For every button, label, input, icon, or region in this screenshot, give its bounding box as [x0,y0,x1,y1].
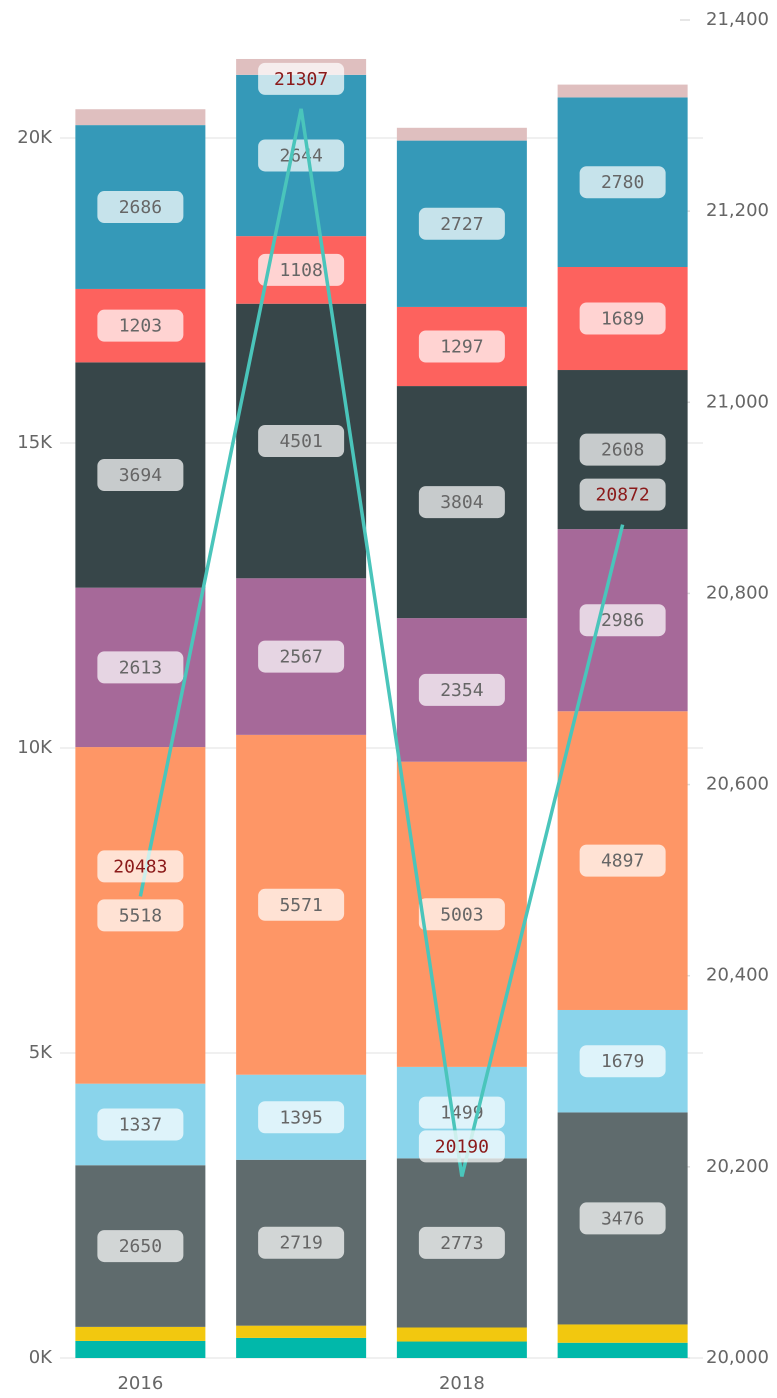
data-label-box [418,1096,505,1129]
y-tick-label: 5K [29,1042,53,1063]
data-label: 2780 [601,172,644,193]
y-tick-label: 0K [29,1347,53,1368]
bar-segment [75,1326,206,1341]
y2-tick-label: 21,400 [706,9,769,30]
data-label: 20483 [113,856,167,877]
data-label: 3476 [601,1208,644,1229]
data-label-box [418,1130,505,1163]
x-tick-label: 2016 [117,1373,163,1394]
data-label: 4501 [279,431,322,452]
data-label-box [258,424,345,457]
y-tick-label: 20K [17,127,53,148]
data-label-box [258,1226,345,1259]
bar-segment [557,1324,688,1343]
bar-segment [557,84,688,98]
data-label-box [97,850,184,883]
data-label: 2613 [119,657,162,678]
bar-segment [557,1342,688,1358]
data-label-box [579,433,666,466]
data-label: 2650 [119,1236,162,1257]
y2-tick-label: 20,400 [706,965,769,986]
data-label: 2986 [601,610,644,631]
data-label-box [97,191,184,224]
data-label-box [579,1045,666,1078]
bar-segment [396,1327,527,1342]
y2-tick-label: 20,600 [706,774,769,795]
bar-segment [236,1337,367,1358]
data-label-box [97,459,184,492]
data-label-box [579,844,666,877]
data-label-box [258,640,345,673]
x-tick-label: 2018 [439,1373,485,1394]
data-label: 4897 [601,851,644,872]
data-label-box [418,330,505,363]
data-label: 5003 [440,904,483,925]
y2-tick-label: 21,200 [706,200,769,221]
bar-segment [396,127,527,141]
data-label: 1395 [279,1107,322,1128]
data-label-box [418,1226,505,1259]
data-label: 1689 [601,309,644,330]
bar-segment [75,109,206,126]
y-tick-label: 10K [17,737,53,758]
data-label: 1337 [119,1114,162,1135]
data-label: 5571 [279,895,322,916]
data-label: 21307 [274,69,328,90]
data-label-box [97,309,184,342]
data-label-box [258,62,345,95]
data-label: 2608 [601,440,644,461]
y2-tick-label: 20,800 [706,582,769,603]
data-label: 2354 [440,680,483,701]
data-label-box [418,486,505,519]
data-label: 1108 [279,260,322,281]
data-label: 1203 [119,316,162,337]
data-label-box [97,651,184,684]
data-label: 2567 [279,647,322,668]
data-label: 20190 [435,1136,489,1157]
data-label: 1297 [440,337,483,358]
y-tick-label: 15K [17,432,53,453]
data-label: 1679 [601,1051,644,1072]
data-label: 5518 [119,905,162,926]
data-label-box [418,673,505,706]
data-label-box [97,1108,184,1141]
data-label-box [418,898,505,931]
data-label-box [97,899,184,932]
data-label-box [258,139,345,172]
data-label: 2644 [279,145,322,166]
data-label: 2719 [279,1233,322,1254]
data-label-box [579,1202,666,1235]
line [138,108,625,1177]
data-label: 2773 [440,1233,483,1254]
bar-segment [75,1340,206,1358]
data-label-box [579,478,666,511]
bar-segment [396,1341,527,1358]
data-label-box [97,1230,184,1263]
data-label: 2686 [119,197,162,218]
data-label: 20872 [596,485,650,506]
y2-tick-label: 20,000 [706,1347,769,1368]
y2-tick-label: 20,200 [706,1156,769,1177]
data-label: 2727 [440,214,483,235]
data-label-box [258,888,345,921]
data-label-box [418,207,505,240]
data-label-box [258,1101,345,1134]
data-label: 3694 [119,465,162,486]
data-label-box [579,302,666,335]
y2-tick-label: 21,000 [706,391,769,412]
bar-segment [236,1325,367,1338]
data-label: 3804 [440,492,483,513]
data-label-box [579,166,666,199]
